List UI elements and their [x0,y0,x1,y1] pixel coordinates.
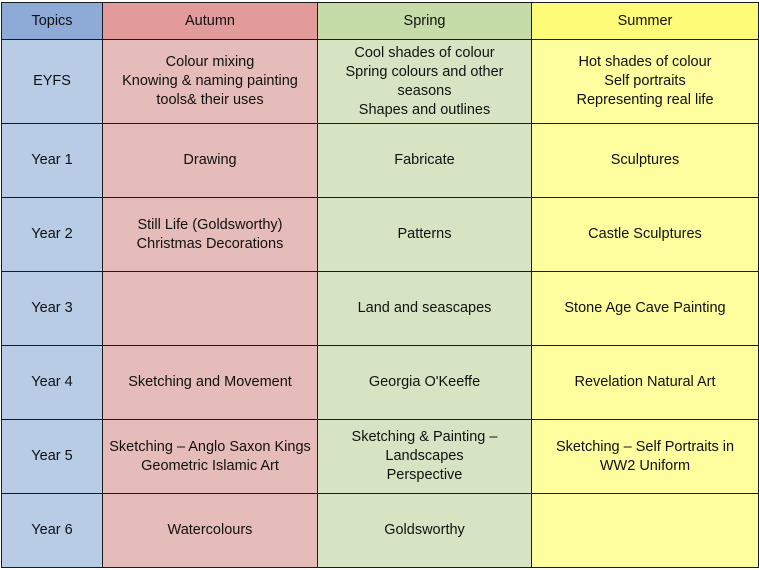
autumn-header: Autumn [102,2,318,40]
topic-text: WW2 Uniform [599,457,691,474]
summer-cell [531,493,759,568]
summer-cell: Sculptures [531,123,759,198]
topic-text: Representing real life [576,92,714,108]
topic-text: Colour mixing [165,54,255,70]
row-label: Year 5 [1,419,103,494]
topic-text: Drawing [183,152,237,168]
topic-text: tools& their uses [156,92,264,108]
topics-header: Topics [1,2,103,40]
table-row: EYFS Colour mixing Knowing & naming painti… [1,39,759,124]
topic-text: Geometric Islamic Art [141,457,279,474]
autumn-cell: Sketching – Anglo Saxon Kings Geometric I… [102,419,318,494]
topic-text: Christmas Decorations [136,235,284,252]
table-row: Year 4 Sketching and Movement Georgia O'Ke… [1,345,759,420]
topic-text: Sketching & Painting – [351,429,498,445]
row-label: Year 1 [1,123,103,198]
summer-cell: Stone Age Cave Painting [531,271,759,346]
topic-text: Landscapes [385,448,464,464]
topic-text: Georgia O'Keeffe [368,374,481,390]
topic-text: Cool shades of colour [354,44,495,61]
table-body: EYFS Colour mixing Knowing & naming painti… [1,39,759,568]
spring-cell: Fabricate [317,123,532,198]
spring-cell: Sketching & Painting – Landscapes Perspect… [317,419,532,494]
topic-text: Knowing & naming painting [122,73,298,89]
topic-text: Land and seascapes [357,300,492,316]
table-row: Year 1 Drawing Fabricate Sculptures [1,123,759,198]
summer-cell: Hot shades of colour Self portraits Repres… [531,39,759,124]
summer-cell: Castle Sculptures [531,197,759,272]
spring-cell: Land and seascapes [317,271,532,346]
summer-cell: Sketching – Self Portraits in WW2 Uniform [531,419,759,494]
topic-text: Castle Sculptures [588,226,702,242]
row-label: EYFS [1,39,103,124]
header-row: Topics Autumn Spring Summer [1,2,759,40]
spring-cell: Patterns [317,197,532,272]
table-row: Year 6 Watercolours Goldsworthy [1,493,759,568]
row-label: Year 4 [1,345,103,420]
topic-text: Sculptures [610,152,680,168]
topic-text: Sketching – Anglo Saxon Kings [109,438,311,455]
spring-cell: Goldsworthy [317,493,532,568]
spring-cell: Georgia O'Keeffe [317,345,532,420]
summer-header: Summer [531,2,759,40]
table-row: Year 5 Sketching – Anglo Saxon Kings Geome… [1,419,759,494]
topic-text: Stone Age Cave Painting [564,300,726,316]
topic-text: Hot shades of colour [578,54,712,70]
autumn-cell: Watercolours [102,493,318,568]
topic-text: Still Life (Goldsworthy) [137,216,283,233]
topic-text: Self portraits [604,73,686,89]
table-row: Year 2 Still Life (Goldsworthy) Christmas … [1,197,759,272]
topic-text: Fabricate [394,152,455,168]
topic-text: Perspective [386,467,463,483]
spring-cell: Cool shades of colour Spring colours and … [317,39,532,124]
topic-text: seasons [397,82,452,99]
autumn-cell: Drawing [102,123,318,198]
summer-cell: Revelation Natural Art [531,345,759,420]
topic-text: Watercolours [167,522,253,538]
topic-text: Patterns [397,226,452,242]
topic-text: Revelation Natural Art [574,374,716,390]
topic-text: Spring colours and other [345,63,504,80]
autumn-cell: Colour mixing Knowing & naming painting to… [102,39,318,124]
topic-text: Sketching – Self Portraits in [555,438,735,455]
topic-text: Sketching and Movement [128,374,292,390]
autumn-cell: Still Life (Goldsworthy) Christmas Decora… [102,197,318,272]
topic-text: Shapes and outlines [358,101,491,118]
topic-text: Goldsworthy [384,522,465,538]
autumn-cell [102,271,318,346]
row-label: Year 6 [1,493,103,568]
row-label: Year 3 [1,271,103,346]
row-label: Year 2 [1,197,103,272]
spring-header: Spring [317,2,532,40]
table-row: Year 3 Land and seascapes Stone Age Cave P… [1,271,759,346]
autumn-cell: Sketching and Movement [102,345,318,420]
